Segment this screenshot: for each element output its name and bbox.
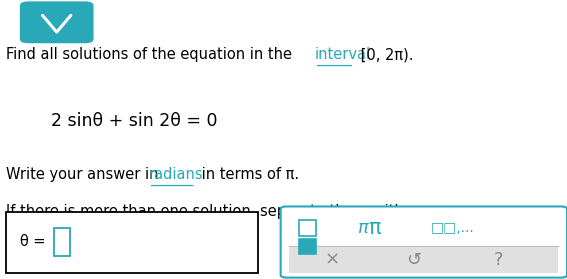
Text: ×: × xyxy=(325,251,340,269)
Text: ↺: ↺ xyxy=(407,251,421,269)
Text: 2 sinθ + sin 2θ = 0: 2 sinθ + sin 2θ = 0 xyxy=(51,112,218,130)
FancyBboxPatch shape xyxy=(299,239,316,254)
FancyBboxPatch shape xyxy=(20,1,94,43)
FancyBboxPatch shape xyxy=(281,206,567,278)
Text: [0, 2π).: [0, 2π). xyxy=(356,47,413,62)
FancyBboxPatch shape xyxy=(289,247,558,273)
Text: interval: interval xyxy=(315,47,371,62)
Text: θ =: θ = xyxy=(20,234,50,249)
Text: π: π xyxy=(368,218,380,238)
FancyBboxPatch shape xyxy=(54,228,70,256)
Text: radians: radians xyxy=(149,167,203,182)
Text: If there is more than one solution, separate them with commas.: If there is more than one solution, sepa… xyxy=(6,204,475,219)
FancyBboxPatch shape xyxy=(299,220,316,236)
Text: in terms of π.: in terms of π. xyxy=(197,167,299,182)
Text: □□,...: □□,... xyxy=(431,221,475,235)
FancyBboxPatch shape xyxy=(6,212,258,273)
Text: π: π xyxy=(357,219,369,237)
Text: Find all solutions of the equation in the: Find all solutions of the equation in th… xyxy=(6,47,297,62)
Text: ?: ? xyxy=(494,251,503,269)
Text: Write your answer in: Write your answer in xyxy=(6,167,163,182)
